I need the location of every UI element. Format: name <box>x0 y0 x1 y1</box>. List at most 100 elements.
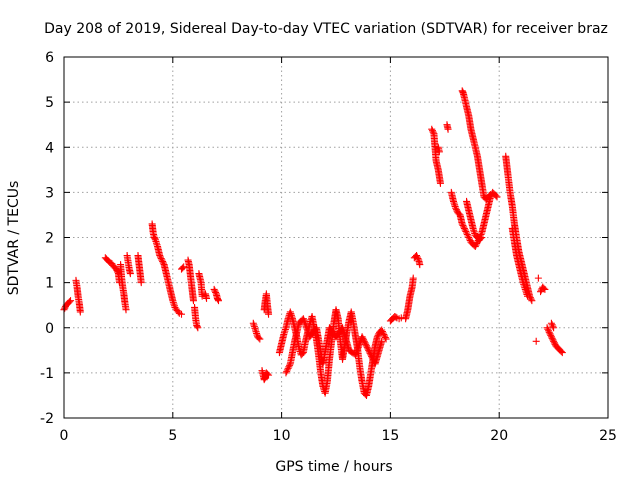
data-point <box>413 252 421 260</box>
data-point <box>265 371 273 379</box>
data-point <box>189 297 197 305</box>
data-point <box>362 340 370 348</box>
data-point <box>378 328 386 336</box>
data-point <box>76 308 84 316</box>
data-point <box>543 324 551 332</box>
y-tick-label: 1 <box>45 276 54 292</box>
data-point <box>159 258 167 266</box>
data-point <box>359 334 367 342</box>
data-point <box>550 337 558 345</box>
y-axis-label: SDTVAR / TECUs <box>6 181 22 296</box>
data-point <box>374 331 382 339</box>
data-point <box>471 243 479 251</box>
data-point <box>126 270 134 278</box>
data-point <box>460 224 468 232</box>
data-point <box>549 336 557 344</box>
data-point <box>360 336 368 344</box>
data-point <box>122 306 130 314</box>
data-point <box>547 333 555 341</box>
data-point <box>428 125 436 133</box>
data-point <box>256 335 264 343</box>
y-tick-label: 0 <box>45 321 54 337</box>
y-tick-label: 2 <box>45 231 54 247</box>
data-point <box>364 345 372 353</box>
data-point <box>378 326 386 334</box>
data-point <box>158 256 166 264</box>
data-point <box>544 325 552 333</box>
data-point <box>463 229 471 237</box>
data-point <box>284 364 292 372</box>
x-tick-label: 25 <box>599 428 617 444</box>
x-tick-label: 10 <box>273 428 291 444</box>
grid <box>64 57 608 418</box>
data-point <box>382 335 390 343</box>
data-point <box>452 204 460 212</box>
chart-title: Day 208 of 2019, Sidereal Day-to-day VTE… <box>44 21 608 37</box>
data-point <box>283 367 291 375</box>
x-axis-label: GPS time / hours <box>275 459 392 475</box>
data-point <box>414 255 422 263</box>
data-point <box>365 346 373 354</box>
data-point <box>157 255 165 263</box>
data-point <box>180 263 188 271</box>
x-tick-label: 15 <box>381 428 399 444</box>
data-point <box>461 226 469 234</box>
data-point <box>485 192 493 200</box>
data-point <box>373 333 381 341</box>
data-point <box>156 252 164 260</box>
data-point <box>381 332 389 340</box>
data-point <box>436 179 444 187</box>
data-point <box>428 127 436 135</box>
data-point <box>194 324 202 332</box>
data-point <box>379 329 387 337</box>
data-point <box>366 349 374 357</box>
data-point <box>397 314 405 322</box>
data-point <box>210 285 218 293</box>
axis-ticks: 0 5 10 15 20 25 -2 -1 0 1 2 3 4 5 6 <box>40 50 617 444</box>
data-point <box>460 223 468 231</box>
data-point <box>463 230 471 238</box>
data-point <box>65 298 73 306</box>
data-point <box>214 297 222 305</box>
data-point <box>550 339 558 347</box>
data-point <box>478 234 486 241</box>
data-point <box>179 264 187 272</box>
data-point <box>429 128 437 136</box>
data-point <box>527 295 535 303</box>
data-point <box>286 361 294 369</box>
data-point <box>365 348 373 356</box>
x-tick-label: 20 <box>490 428 508 444</box>
data-point <box>486 191 494 199</box>
data-point <box>528 297 536 305</box>
data-point <box>452 206 460 214</box>
data-point <box>285 363 293 371</box>
data-point <box>550 324 558 332</box>
data-point <box>465 234 473 241</box>
data-point <box>61 304 69 312</box>
data-point <box>462 227 470 235</box>
data-point <box>472 241 480 249</box>
y-tick-label: -1 <box>40 366 54 382</box>
data-point <box>547 331 555 339</box>
data-point <box>459 221 467 229</box>
data-point <box>67 297 75 305</box>
data-point <box>545 328 553 336</box>
data-point <box>444 125 452 133</box>
data-point <box>159 259 167 267</box>
data-point <box>540 284 548 292</box>
data-point <box>113 267 121 275</box>
data-point <box>255 334 263 342</box>
data-point <box>361 339 369 347</box>
data-point <box>263 370 271 378</box>
data-point <box>156 253 164 261</box>
data-point <box>557 347 565 355</box>
data-point <box>537 288 545 296</box>
data-point <box>137 279 145 287</box>
data-point <box>534 274 542 282</box>
y-tick-label: -2 <box>40 411 54 427</box>
data-point <box>547 319 555 327</box>
data-point <box>409 274 417 282</box>
y-tick-label: 4 <box>45 140 54 156</box>
data-point <box>523 292 531 300</box>
data-point <box>203 294 211 302</box>
